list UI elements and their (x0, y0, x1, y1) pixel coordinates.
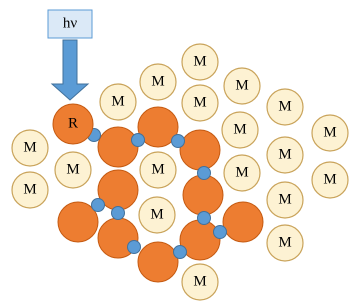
molecule-label: M (151, 73, 164, 89)
monomer (98, 127, 138, 167)
monomer (183, 175, 223, 215)
molecule-label: M (193, 94, 206, 110)
bond (92, 199, 105, 212)
photon-label: hν (63, 15, 78, 31)
monomer (180, 130, 220, 170)
bond (198, 167, 211, 180)
bond (174, 246, 187, 259)
molecule-label: M (111, 93, 124, 109)
molecule-label: M (66, 161, 79, 177)
molecule-label: M (23, 181, 36, 197)
molecule-label: M (278, 191, 291, 207)
molecule-label: M (278, 146, 291, 162)
monomer (138, 242, 178, 282)
molecule-label: M (278, 98, 291, 114)
molecule-label: M (235, 77, 248, 93)
diagram: hν M M M M M M M M M M M M M M M M M M M R (0, 0, 354, 302)
molecule-label: M (323, 171, 336, 187)
bond (214, 226, 227, 239)
molecule-label: M (23, 139, 36, 155)
molecule-label: M (278, 234, 291, 250)
bond (112, 207, 125, 220)
monomer (223, 202, 263, 242)
arrow (52, 40, 88, 100)
molecules: M M M M M M M M M M M M M M M M M M M (12, 44, 348, 300)
molecule-label: M (193, 53, 206, 69)
bond (198, 212, 211, 225)
bond (128, 241, 141, 254)
molecule-label: M (151, 161, 164, 177)
molecule-label: M (235, 164, 248, 180)
bond (172, 135, 185, 148)
molecule-label: M (323, 124, 336, 140)
bond (132, 134, 145, 147)
molecule-label: M (233, 121, 246, 137)
molecule-label: M (193, 273, 206, 289)
molecule-label: M (150, 206, 163, 222)
radical-label: R (68, 115, 78, 131)
